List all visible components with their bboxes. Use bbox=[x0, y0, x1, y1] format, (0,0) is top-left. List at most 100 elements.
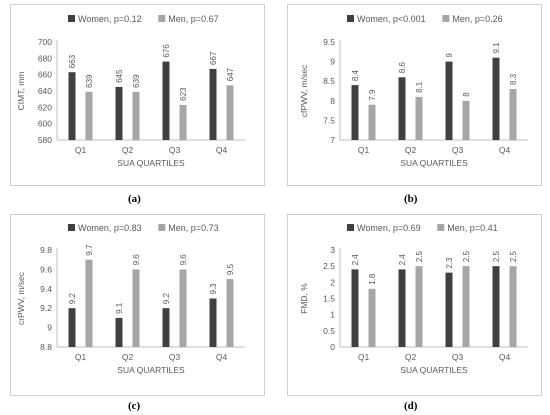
panel-label-a: (a) bbox=[128, 193, 141, 205]
legend-label: Men, p=0.67 bbox=[168, 14, 218, 24]
legend-swatch bbox=[158, 15, 166, 22]
legend-swatch bbox=[68, 224, 75, 231]
legend-label: Women, p=0.69 bbox=[357, 223, 421, 233]
x-tick-label: Q1 bbox=[358, 352, 370, 362]
data-label-men: 9.6 bbox=[132, 254, 141, 266]
panel-label-d: (d) bbox=[404, 400, 418, 412]
x-tick-label: Q1 bbox=[75, 145, 87, 155]
data-label-women: 8.4 bbox=[351, 69, 360, 81]
bar-men bbox=[415, 96, 423, 140]
x-tick-label: Q2 bbox=[122, 352, 134, 362]
y-tick-label: 9.4 bbox=[40, 284, 52, 294]
legend-label: Men, p=0.41 bbox=[447, 223, 497, 233]
bar-men bbox=[415, 266, 423, 347]
bar-men bbox=[179, 269, 187, 347]
x-axis-label: SUA QUARTILES bbox=[117, 365, 185, 375]
x-tick-label: Q3 bbox=[452, 145, 464, 155]
panel-label-b: (b) bbox=[404, 193, 418, 205]
data-label-women: 9.3 bbox=[209, 283, 218, 295]
bar-women bbox=[68, 72, 76, 140]
bar-men bbox=[226, 85, 234, 140]
bar-women bbox=[68, 308, 76, 347]
data-label-men: 9.6 bbox=[179, 254, 188, 266]
bar-women bbox=[115, 86, 123, 140]
x-tick-label: Q4 bbox=[499, 145, 511, 155]
bar-women bbox=[209, 68, 217, 140]
data-label-men: 639 bbox=[85, 74, 94, 88]
y-tick-label: 600 bbox=[38, 119, 52, 129]
legend-swatch bbox=[437, 224, 445, 231]
data-label-men: 2.5 bbox=[509, 250, 518, 262]
bar-women bbox=[445, 61, 453, 140]
x-tick-label: Q3 bbox=[452, 352, 464, 362]
x-axis-label: SUA QUARTILES bbox=[400, 365, 468, 375]
y-tick-label: 9.2 bbox=[40, 303, 52, 313]
bar-women bbox=[209, 298, 217, 347]
y-tick-label: 9.5 bbox=[323, 37, 335, 47]
x-tick-label: Q2 bbox=[405, 145, 417, 155]
data-label-men: 1.8 bbox=[368, 273, 377, 285]
legend-label: Women, p<0.001 bbox=[357, 14, 426, 24]
legend-label: Women, p=0.12 bbox=[78, 14, 142, 24]
data-label-women: 2.5 bbox=[492, 250, 501, 262]
bar-women bbox=[351, 269, 359, 347]
y-tick-label: 580 bbox=[38, 135, 52, 145]
bar-men bbox=[179, 104, 187, 140]
y-tick-label: 9 bbox=[330, 57, 335, 67]
bar-women bbox=[162, 308, 170, 347]
legend-label: Women, p=0.83 bbox=[78, 223, 142, 233]
bar-women bbox=[162, 61, 170, 140]
data-label-women: 2.3 bbox=[445, 257, 454, 269]
panel-label-c: (c) bbox=[128, 400, 141, 412]
bar-men bbox=[462, 266, 470, 347]
data-label-men: 623 bbox=[179, 87, 188, 101]
data-label-women: 645 bbox=[115, 69, 124, 83]
legend-label: Men, p=0.26 bbox=[452, 14, 502, 24]
bar-men bbox=[85, 91, 93, 140]
x-axis-label: SUA QUARTILES bbox=[400, 158, 468, 168]
legend-swatch bbox=[347, 224, 354, 231]
x-tick-label: Q3 bbox=[169, 145, 181, 155]
y-tick-label: 680 bbox=[38, 53, 52, 63]
legend-label: Men, p=0.73 bbox=[168, 223, 218, 233]
y-axis-label: FMD, % bbox=[299, 283, 309, 314]
data-label-women: 9.2 bbox=[68, 293, 77, 305]
data-label-women: 9.1 bbox=[492, 42, 501, 54]
y-tick-label: 8.8 bbox=[40, 342, 52, 352]
y-tick-label: 700 bbox=[38, 37, 52, 47]
data-label-men: 7.9 bbox=[368, 89, 377, 101]
data-label-women: 9 bbox=[445, 53, 454, 58]
x-tick-label: Q1 bbox=[75, 352, 87, 362]
data-label-men: 8.3 bbox=[509, 73, 518, 85]
y-tick-label: 2.5 bbox=[323, 261, 335, 271]
y-tick-label: 3 bbox=[330, 245, 335, 255]
bar-men bbox=[226, 279, 234, 347]
data-label-women: 663 bbox=[68, 54, 77, 68]
y-tick-label: 1 bbox=[330, 310, 335, 320]
bar-women bbox=[398, 77, 406, 140]
bar-women bbox=[445, 272, 453, 347]
legend-swatch bbox=[347, 15, 354, 22]
bar-women bbox=[492, 266, 500, 347]
data-label-women: 9.2 bbox=[162, 293, 171, 305]
bar-men bbox=[132, 91, 140, 140]
x-tick-label: Q4 bbox=[216, 145, 228, 155]
y-tick-label: 620 bbox=[38, 102, 52, 112]
y-axis-label: CIMT, mm bbox=[16, 72, 26, 111]
legend-swatch bbox=[158, 224, 166, 231]
bar-women bbox=[115, 317, 123, 347]
y-axis-label: crPWV, m/sec bbox=[16, 271, 26, 325]
bar-men bbox=[85, 259, 93, 347]
y-tick-label: 660 bbox=[38, 70, 52, 80]
y-tick-label: 9 bbox=[47, 323, 52, 333]
legend-swatch bbox=[68, 15, 75, 22]
bar-men bbox=[132, 269, 140, 347]
y-tick-label: 7 bbox=[330, 135, 335, 145]
data-label-women: 9.1 bbox=[115, 302, 124, 314]
bar-women bbox=[492, 57, 500, 140]
data-label-men: 2.5 bbox=[415, 250, 424, 262]
bar-men bbox=[509, 266, 517, 347]
